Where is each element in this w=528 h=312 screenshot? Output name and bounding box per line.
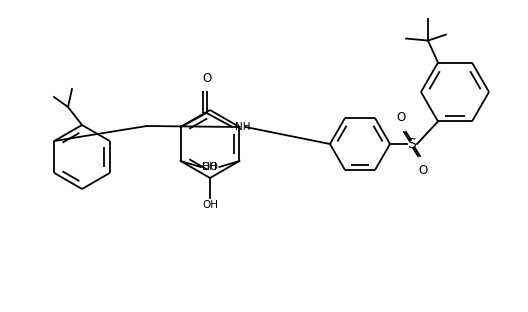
Text: S: S [408, 137, 417, 151]
Text: OH: OH [202, 200, 218, 210]
Text: O: O [397, 111, 406, 124]
Text: OH: OH [202, 162, 218, 172]
Text: HO: HO [202, 162, 219, 172]
Text: NH: NH [234, 122, 250, 132]
Text: O: O [418, 164, 428, 177]
Text: O: O [202, 72, 211, 85]
